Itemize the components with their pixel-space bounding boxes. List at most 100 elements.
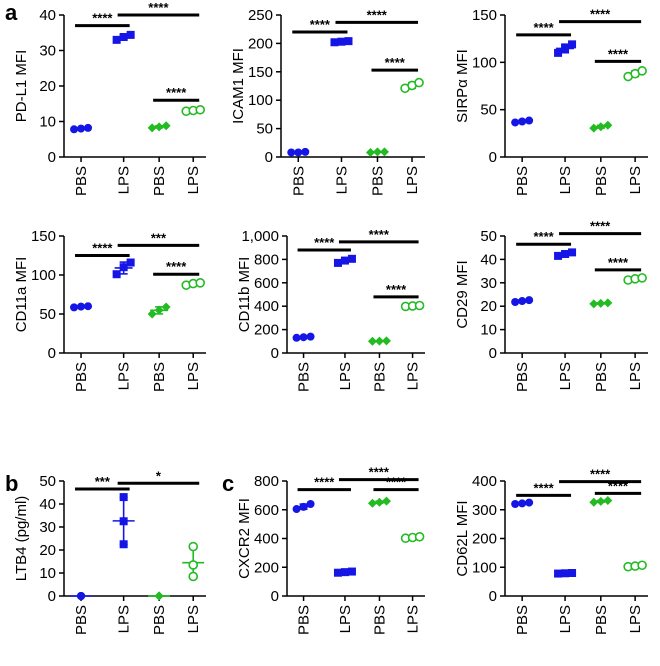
- significance-label: ****: [608, 46, 629, 61]
- data-point: [188, 560, 199, 570]
- data-point: [568, 40, 577, 49]
- y-tick-label: 10: [39, 565, 56, 582]
- data-point: [161, 121, 171, 131]
- y-tick-label: 150: [31, 228, 56, 245]
- data-point: [188, 541, 199, 552]
- data-point: [603, 120, 613, 130]
- chart-icam1: 0 50 100 150 200 250 ICAM1 MFI PBS LPS PBS LPS ****…: [230, 7, 425, 196]
- data-point: [344, 37, 353, 46]
- data-point: [337, 37, 346, 46]
- x-tick-label: LPS: [557, 166, 574, 194]
- x-tick-label: PBS: [593, 605, 610, 635]
- data-point: [381, 336, 391, 346]
- y-tick-label: 150: [472, 7, 497, 24]
- y-tick-label: 0: [48, 345, 56, 362]
- data-point: [77, 592, 86, 600]
- x-tick-label: PBS: [514, 362, 531, 392]
- data-point: [374, 497, 384, 507]
- y-tick-label: 1,000: [241, 228, 279, 245]
- data-point: [596, 496, 606, 506]
- data-point: [589, 123, 599, 133]
- x-tick-label: LPS: [337, 605, 354, 633]
- x-tick-label: PBS: [593, 362, 610, 392]
- x-tick-label: PBS: [296, 605, 313, 635]
- data-point: [414, 531, 425, 542]
- x-tick-label: PBS: [371, 605, 388, 635]
- data-point: [589, 299, 599, 309]
- data-point: [603, 496, 613, 506]
- x-tick-label: LPS: [557, 605, 574, 633]
- data-point: [381, 496, 391, 506]
- x-tick-label: PBS: [296, 362, 313, 392]
- data-point: [589, 497, 599, 507]
- data-point: [126, 30, 135, 39]
- data-point: [561, 250, 570, 259]
- y-tick-label: 0: [271, 588, 279, 605]
- significance-label: ****: [590, 467, 611, 482]
- y-tick-label: 20: [480, 298, 497, 315]
- x-tick-label: LPS: [557, 362, 574, 390]
- x-tick-label: LPS: [627, 605, 644, 633]
- y-axis-title: PD-L1 MFI: [13, 50, 30, 123]
- x-tick-label: PBS: [290, 166, 307, 196]
- data-point: [518, 297, 527, 306]
- data-point: [554, 48, 563, 57]
- y-tick-label: 600: [254, 275, 279, 292]
- chart-cd11b: 0 200 400 600 800 1,000 CD11b MFI PBS LPS PBS LPS *…: [236, 227, 425, 392]
- significance-label: ****: [166, 259, 187, 274]
- data-point: [147, 309, 157, 319]
- x-tick-label: PBS: [514, 166, 531, 196]
- chart-pdl1: 0 10 20 30 40 PD-L1 MFI PBS LPS PBS LPS **** **** **…: [13, 0, 206, 196]
- data-point: [147, 123, 157, 133]
- y-tick-label: 20: [39, 78, 56, 95]
- data-point: [119, 263, 128, 272]
- data-point: [195, 277, 206, 288]
- data-point: [119, 493, 128, 502]
- y-tick-label: 200: [254, 322, 279, 339]
- significance-label: ****: [590, 219, 611, 234]
- y-tick-label: 0: [48, 588, 56, 605]
- y-tick-label: 300: [472, 502, 497, 519]
- data-point: [561, 44, 570, 53]
- data-point: [306, 332, 315, 341]
- chart-cd29: 0 10 20 30 40 50 CD29 MFI PBS LPS PBS LPS **** **** *…: [454, 219, 648, 392]
- y-tick-label: 100: [472, 54, 497, 71]
- y-tick-label: 800: [254, 251, 279, 268]
- x-tick-label: PBS: [151, 605, 168, 635]
- y-tick-label: 0: [265, 149, 273, 166]
- y-tick-label: 200: [254, 559, 279, 576]
- data-point: [365, 147, 375, 157]
- x-tick-label: PBS: [73, 362, 90, 392]
- x-tick-label: PBS: [369, 166, 386, 196]
- x-tick-label: LPS: [185, 362, 202, 390]
- significance-label: ****: [314, 235, 335, 250]
- data-point: [161, 302, 171, 312]
- significance-label: ****: [608, 478, 629, 493]
- data-point: [511, 500, 520, 508]
- y-tick-label: 0: [489, 149, 497, 166]
- data-point: [126, 258, 135, 267]
- data-point: [414, 300, 425, 311]
- significance-label: *: [156, 468, 162, 483]
- data-point: [372, 147, 382, 157]
- significance-label: ****: [314, 475, 335, 490]
- data-point: [379, 147, 389, 157]
- y-axis-title: CD11b MFI: [236, 257, 253, 333]
- data-point: [299, 333, 308, 342]
- data-point: [330, 38, 339, 47]
- data-point: [292, 505, 301, 514]
- data-point: [154, 122, 164, 132]
- y-tick-label: 250: [248, 7, 273, 24]
- data-point: [84, 123, 93, 132]
- data-point: [299, 502, 308, 511]
- y-tick-label: 50: [256, 121, 273, 138]
- y-tick-label: 400: [254, 298, 279, 315]
- significance-label: ****: [533, 20, 554, 35]
- significance-label: ***: [151, 230, 167, 245]
- y-axis-title: ICAM1 MFI: [230, 48, 247, 124]
